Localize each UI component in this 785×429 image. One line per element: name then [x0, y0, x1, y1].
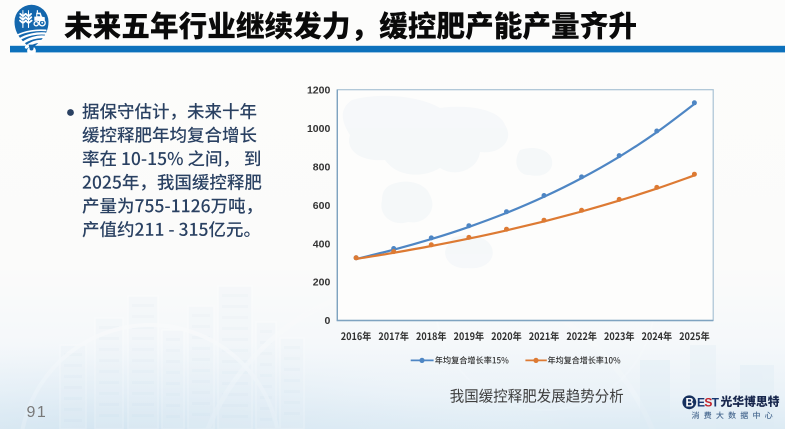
svg-text:91: 91 — [27, 404, 48, 421]
svg-text:200: 200 — [313, 277, 331, 289]
svg-text:400: 400 — [313, 238, 331, 250]
svg-text:600: 600 — [313, 200, 331, 212]
svg-text:EST: EST — [697, 396, 720, 410]
svg-text:800: 800 — [313, 161, 331, 173]
svg-text:B: B — [685, 397, 693, 409]
svg-text:1000: 1000 — [307, 123, 331, 135]
svg-text:1200: 1200 — [307, 84, 331, 96]
svg-text:0: 0 — [324, 315, 330, 327]
